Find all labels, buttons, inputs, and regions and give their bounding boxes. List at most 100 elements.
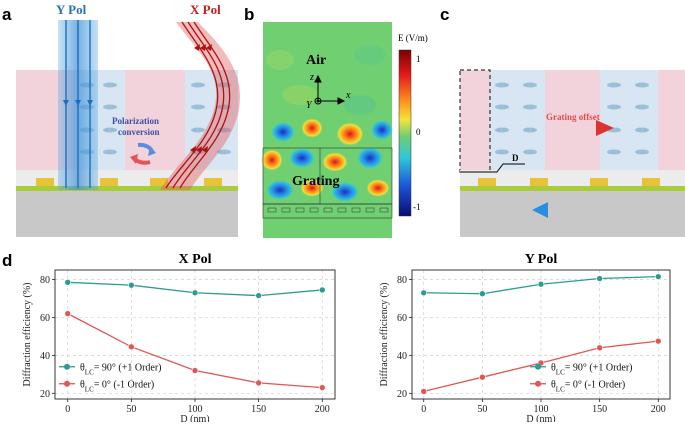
legend-entry: θLC= 0° (-1 Order) bbox=[551, 379, 625, 393]
conversion-line1: Polarization bbox=[112, 116, 159, 126]
data-point bbox=[420, 289, 428, 297]
colorbar bbox=[398, 49, 412, 217]
plot-frame bbox=[54, 269, 336, 400]
panel-b: b Air bbox=[244, 5, 428, 238]
colorbar-tick-max: 1 bbox=[416, 54, 421, 64]
x-tick-label: 200 bbox=[651, 404, 666, 415]
legend-subscript: LC bbox=[556, 385, 565, 393]
legend-swatch-marker bbox=[64, 380, 70, 387]
legend-text: = 90° (+1 Order) bbox=[565, 362, 633, 373]
x-tick-label: 100 bbox=[188, 404, 203, 415]
axis-x-label: x bbox=[345, 90, 351, 101]
panel-a-label: a bbox=[2, 5, 12, 24]
panel-b-label: b bbox=[244, 5, 254, 24]
grating-outline bbox=[262, 147, 393, 219]
colorbar-tick-min: -1 bbox=[413, 202, 421, 212]
legend-theta: θ bbox=[551, 379, 556, 390]
x-pol-label: X Pol bbox=[190, 2, 221, 17]
gold-electrodes bbox=[478, 178, 660, 186]
legend-entry: θLC= 0° (-1 Order) bbox=[80, 379, 154, 393]
legend-theta: θ bbox=[80, 362, 85, 373]
y-tick-label: 40 bbox=[40, 351, 50, 362]
d-dimension-line bbox=[460, 163, 525, 173]
legend-swatch-marker bbox=[535, 363, 541, 370]
green-layer-c bbox=[460, 186, 685, 191]
data-point bbox=[420, 388, 428, 395]
x-pol-arrowheads bbox=[190, 44, 212, 153]
x-pol-beam bbox=[160, 22, 241, 190]
substrate-c bbox=[460, 191, 685, 237]
legend-text: = 0° (-1 Order) bbox=[94, 379, 154, 390]
grating-offset-arrowhead bbox=[596, 120, 614, 136]
colorbar-title: E (V/m) bbox=[398, 33, 428, 43]
field-hotspots bbox=[261, 118, 393, 202]
substrate-a bbox=[16, 191, 238, 237]
y-tick-label: 60 bbox=[397, 313, 407, 324]
green-layer-a bbox=[16, 186, 238, 191]
panel-c-label: c bbox=[440, 5, 449, 24]
panel-c: c Grating offset D bbox=[440, 5, 685, 237]
y-tick-label: 80 bbox=[397, 275, 407, 286]
chart-y-pol: Y Pol 0 50 100 150 200 20 40 60 80 D (nm) Diffracti… bbox=[379, 252, 671, 425]
data-point bbox=[318, 384, 326, 391]
y-tick-label: 20 bbox=[397, 389, 407, 400]
electrode-outlines bbox=[267, 207, 389, 213]
data-point bbox=[654, 337, 662, 345]
blue-offset-arrowhead bbox=[532, 202, 548, 218]
data-point bbox=[596, 344, 603, 352]
legend-swatch-marker bbox=[535, 380, 541, 387]
x-tick-label: 150 bbox=[592, 404, 607, 415]
y-tick-label: 60 bbox=[40, 313, 50, 324]
x-axis-label: D (nm) bbox=[526, 414, 555, 422]
x-tick-label: 0 bbox=[65, 404, 70, 415]
data-point bbox=[255, 379, 262, 387]
legend-subscript: LC bbox=[85, 368, 94, 376]
air-label: Air bbox=[306, 53, 326, 68]
gold-electrodes bbox=[36, 178, 222, 186]
data-point bbox=[191, 289, 199, 297]
grating-offset-label: Grating offset bbox=[546, 112, 600, 122]
y-tick-label: 40 bbox=[397, 351, 407, 362]
data-point bbox=[128, 343, 135, 351]
data-point bbox=[654, 273, 662, 280]
legend-entry: θLC= 90° (+1 Order) bbox=[80, 362, 162, 376]
y-pol-arrowheads bbox=[63, 100, 93, 106]
y-pol-label: Y Pol bbox=[56, 2, 87, 17]
data-point bbox=[596, 275, 603, 282]
x-tick-label: 50 bbox=[126, 404, 136, 415]
x-tick-label: 50 bbox=[477, 404, 487, 415]
axis-y-label: Y bbox=[306, 100, 313, 111]
data-point bbox=[64, 279, 72, 286]
y-tick-label: 20 bbox=[40, 389, 50, 400]
data-point bbox=[537, 280, 545, 288]
plot-frame bbox=[411, 269, 671, 400]
conversion-cycle-icon bbox=[130, 142, 156, 165]
y-axis-label: Diffraction efficiency (%) bbox=[379, 282, 390, 386]
conversion-line2: conversion bbox=[118, 127, 160, 137]
y-axis-label: Diffraction efficiency (%) bbox=[22, 282, 33, 386]
panel-d-label: d bbox=[2, 251, 12, 270]
axis-z-label: z bbox=[309, 72, 314, 83]
x-tick-label: 150 bbox=[251, 404, 266, 415]
chart-x-pol: X Pol 0 50 100 150 200 20 40 60 80 D (nm) Diffracti… bbox=[22, 252, 336, 425]
coordinate-axes bbox=[314, 74, 346, 105]
legend-subscript: LC bbox=[556, 368, 565, 376]
data-point bbox=[64, 310, 72, 317]
data-point bbox=[479, 373, 486, 381]
panel-a: a Y Pol bbox=[2, 2, 241, 237]
lc-molecules bbox=[495, 82, 649, 155]
legend-subscript: LC bbox=[85, 385, 94, 393]
field-texture bbox=[266, 45, 386, 115]
x-tick-label: 100 bbox=[534, 404, 549, 415]
data-point bbox=[128, 281, 135, 289]
legend-text: = 0° (-1 Order) bbox=[565, 379, 625, 390]
legend-entry: θLC= 90° (+1 Order) bbox=[551, 362, 633, 376]
legend-swatch-marker bbox=[64, 363, 70, 370]
y-tick-label: 80 bbox=[40, 275, 50, 286]
data-point bbox=[479, 290, 486, 298]
x-tick-label: 200 bbox=[315, 404, 330, 415]
chart-title: Y Pol bbox=[525, 252, 558, 267]
data-point bbox=[318, 286, 326, 294]
chart-title: X Pol bbox=[178, 252, 211, 267]
